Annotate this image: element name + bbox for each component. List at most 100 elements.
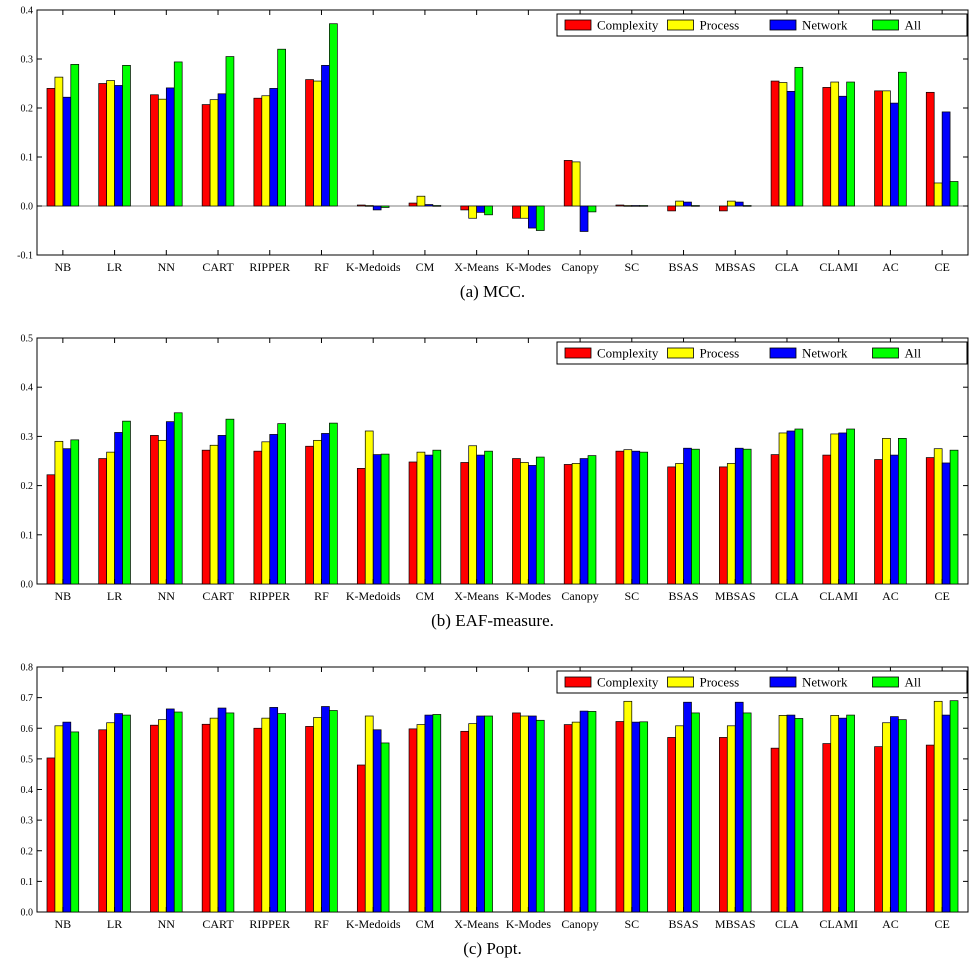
bar-all-ac (898, 438, 907, 585)
bar-all-bsas (691, 448, 700, 585)
bar-complexity-cart (201, 104, 211, 207)
bar-complexity-cm (408, 728, 418, 913)
bar-all-x-means (484, 450, 493, 585)
bar-complexity-sc (615, 204, 625, 207)
x-tick-label: RIPPER (249, 917, 290, 931)
x-tick-label: NN (158, 589, 176, 603)
x-tick-label: NB (55, 260, 72, 274)
bar-process-nb (54, 725, 64, 913)
bar-process-ripper (261, 95, 271, 207)
y-tick-label: 0.1 (21, 877, 34, 888)
bar-network-nb (62, 448, 72, 585)
bar-complexity-canopy (563, 724, 573, 913)
bar-network-ac (890, 716, 899, 913)
bar-all-rf (329, 710, 338, 913)
legend-label-process: Process (700, 18, 740, 33)
x-tick-label: AC (882, 260, 899, 274)
bar-complexity-ripper (253, 727, 263, 913)
y-tick-label: 0.4 (21, 785, 34, 796)
bar-process-nb (54, 76, 64, 207)
bar-network-x-means (476, 454, 485, 585)
bar-complexity-mbsas (719, 205, 728, 212)
bar-all-x-means (484, 205, 493, 216)
x-tick-label: NB (55, 589, 72, 603)
bar-all-cm (432, 205, 442, 207)
x-tick-label: CLA (775, 589, 799, 603)
bar-all-ac (898, 719, 907, 913)
bar-network-nb (62, 721, 72, 913)
bar-all-cm (432, 714, 442, 913)
x-tick-label: CART (202, 589, 234, 603)
bar-all-clami (846, 714, 855, 913)
bar-process-cm (416, 195, 426, 207)
bar-complexity-ripper (253, 97, 263, 207)
bar-process-lr (106, 451, 115, 585)
bar-process-ce (933, 448, 943, 585)
bar-process-cm (416, 451, 426, 585)
y-tick-label: 0.4 (21, 6, 34, 17)
bar-complexity-rf (305, 726, 314, 913)
bar-process-clami (830, 433, 840, 585)
bar-complexity-cm (408, 461, 418, 585)
bar-all-lr (122, 65, 131, 207)
x-tick-label: NB (55, 917, 72, 931)
bar-network-nn (165, 87, 175, 207)
bar-all-nb (70, 439, 80, 585)
bar-network-x-means (476, 205, 485, 213)
bar-all-nn (173, 412, 183, 585)
legend-label-network: Network (802, 18, 848, 33)
bar-process-ac (882, 722, 891, 913)
x-tick-label: CLAMI (819, 260, 858, 274)
bar-all-rf (329, 23, 338, 207)
y-tick-label: 0.1 (21, 153, 34, 164)
bar-process-ripper (261, 441, 271, 585)
bar-network-lr (114, 432, 123, 585)
bar-process-k-modes (520, 715, 529, 913)
bar-all-cla (794, 718, 804, 913)
bar-all-k-medoids (380, 742, 390, 913)
bar-process-lr (106, 722, 115, 913)
bar-network-ac (890, 102, 899, 207)
bar-network-sc (631, 450, 641, 585)
plot-frame (36, 9, 969, 256)
bar-process-sc (623, 205, 633, 207)
bar-network-canopy (579, 458, 589, 585)
bar-network-rf (321, 433, 330, 585)
legend-swatch-complexity (564, 676, 592, 688)
bar-process-cla (778, 715, 788, 913)
bar-network-clami (838, 717, 847, 913)
legend-label-all: All (905, 18, 922, 33)
bar-all-bsas (691, 205, 700, 207)
legend-label-process: Process (700, 346, 740, 361)
bar-all-nn (173, 711, 183, 913)
bar-process-rf (313, 439, 322, 585)
y-tick-label: -0.1 (17, 251, 33, 262)
bar-all-canopy (587, 205, 597, 213)
legend-swatch-complexity (564, 19, 592, 31)
bar-complexity-sc (615, 450, 625, 585)
x-tick-label: K-Medoids (346, 260, 401, 274)
x-tick-label: Canopy (561, 260, 598, 274)
bar-process-ac (882, 90, 891, 207)
bar-all-sc (639, 205, 649, 207)
bar-network-cla (786, 90, 796, 207)
chart-caption: (b) EAF-measure. (431, 611, 554, 630)
bar-complexity-ac (874, 746, 883, 913)
x-tick-label: CLAMI (819, 917, 858, 931)
bar-all-k-modes (535, 719, 545, 913)
bar-all-x-means (484, 715, 493, 913)
y-tick-label: 0.5 (21, 754, 34, 765)
bar-all-ce (949, 181, 959, 207)
bar-all-nb (70, 64, 80, 207)
bar-complexity-k-medoids (356, 764, 366, 913)
bar-network-ripper (269, 434, 279, 585)
legend-label-complexity: Complexity (597, 18, 659, 33)
bar-network-canopy (579, 205, 589, 232)
bar-all-ripper (277, 713, 286, 913)
bar-network-bsas (683, 201, 692, 207)
bar-all-ripper (277, 423, 286, 585)
chart-caption: (a) MCC. (460, 282, 525, 301)
y-tick-label: 0.8 (21, 663, 34, 674)
x-tick-label: CM (416, 260, 435, 274)
bar-process-sc (623, 700, 633, 913)
